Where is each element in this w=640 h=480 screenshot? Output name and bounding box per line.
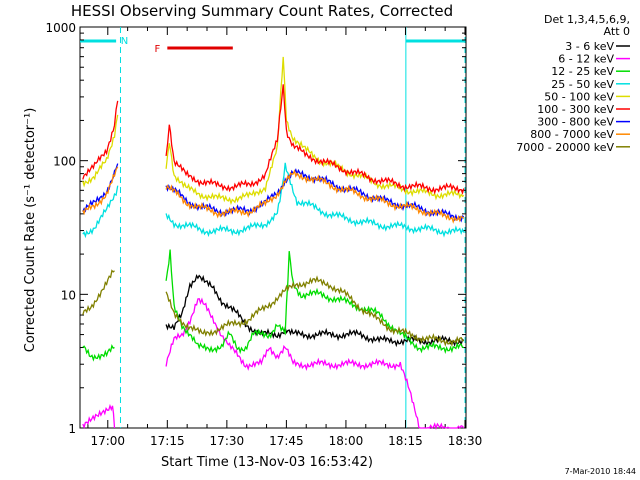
y-tick-label: 1 <box>68 422 76 436</box>
series-line <box>82 403 116 430</box>
x-tick-label: 17:45 <box>269 434 304 448</box>
series-7000-20000-kev <box>82 269 464 347</box>
series-line <box>165 297 465 431</box>
legend-label: 12 - 25 keV <box>551 65 614 78</box>
x-axis-label: Start Time (13-Nov-03 16:53:42) <box>161 455 373 470</box>
y-tick-label: 10 <box>61 288 76 302</box>
x-tick-label: 17:00 <box>90 434 125 448</box>
status-label-f: F <box>154 44 160 55</box>
legend-label: 7000 - 20000 keV <box>516 141 614 154</box>
series-25-50-kev <box>82 162 465 239</box>
legend-header-line1: Det 1,3,4,5,6,9, <box>544 13 630 26</box>
series-line <box>82 185 119 239</box>
legend-header-line2: Att 0 <box>604 25 630 38</box>
plot-frame <box>79 26 467 429</box>
x-tick-label: 18:15 <box>388 434 423 448</box>
x-tick-label: 18:30 <box>448 434 483 448</box>
legend-label: 800 - 7000 keV <box>530 128 614 141</box>
series-line <box>165 168 465 223</box>
plot-area: N F 1 10 100 1000 17:00 17:15 17:30 17:45 18:00 18:… <box>45 21 482 448</box>
legend-label: 25 - 50 keV <box>551 78 614 91</box>
series-line <box>82 269 115 315</box>
legend-label: 50 - 100 keV <box>544 90 614 103</box>
status-label-n: N <box>121 36 128 47</box>
legend-label: 300 - 800 keV <box>537 116 614 129</box>
legend-label: 6 - 12 keV <box>558 53 614 66</box>
series-line <box>82 344 115 362</box>
x-tick-label: 18:00 <box>329 434 364 448</box>
y-tick-label: 100 <box>53 155 76 169</box>
chart-title: HESSI Observing Summary Count Rates, Cor… <box>71 2 453 20</box>
series-line <box>165 169 465 224</box>
series-line <box>165 275 464 347</box>
series-line <box>82 166 119 216</box>
legend-label: 100 - 300 keV <box>537 103 614 116</box>
series-6-12-kev <box>82 297 465 431</box>
series-line <box>165 56 465 206</box>
series-line <box>82 100 119 180</box>
series-line <box>165 84 465 195</box>
y-tick-label: 1000 <box>45 21 76 35</box>
x-tick-label: 17:15 <box>150 434 185 448</box>
footer-date: 7-Mar-2010 18:44 <box>565 467 636 476</box>
series-line <box>82 114 119 188</box>
series-50-100-kev <box>82 56 465 206</box>
series-line <box>165 162 465 238</box>
series-12-25-kev <box>82 249 464 362</box>
x-tick-label: 17:30 <box>210 434 245 448</box>
y-axis-label: Corrected Count Rate (s⁻¹ detector⁻¹) <box>23 108 38 353</box>
series-line <box>165 249 464 355</box>
series-100-300-kev <box>82 84 465 195</box>
legend-label: 3 - 6 keV <box>565 40 614 53</box>
series-800-7000-kev <box>82 166 465 224</box>
